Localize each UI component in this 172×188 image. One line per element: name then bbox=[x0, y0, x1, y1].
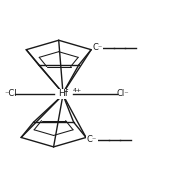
Text: C⁻: C⁻ bbox=[87, 135, 97, 144]
Text: ⁻Cl: ⁻Cl bbox=[5, 89, 17, 99]
Text: Hf: Hf bbox=[58, 89, 68, 99]
Text: C⁻: C⁻ bbox=[92, 43, 102, 52]
Text: 4+: 4+ bbox=[73, 88, 82, 93]
Text: Cl⁻: Cl⁻ bbox=[116, 89, 129, 99]
